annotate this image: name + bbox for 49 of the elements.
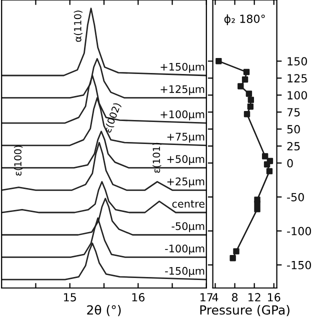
x-tick-label: 17	[200, 293, 213, 302]
y-tick-label: 150	[288, 57, 307, 66]
x-tick-label: 16	[268, 293, 280, 302]
series-label: centre	[172, 200, 204, 208]
y-tick-label: 100	[288, 91, 307, 100]
point	[216, 58, 222, 64]
series-label: +50µm	[167, 155, 204, 165]
y-tick-label: 50	[287, 125, 300, 134]
annotation: ε(002)	[104, 102, 122, 134]
series-label: +150µm	[160, 62, 204, 73]
annotation: ε(100)	[14, 146, 23, 176]
point	[238, 83, 244, 90]
series-label: +125µm	[160, 85, 204, 96]
x-tick-label: 8	[232, 293, 238, 302]
y-tick-label: -50	[287, 192, 304, 202]
point	[266, 168, 273, 174]
point	[247, 104, 254, 110]
point	[230, 255, 236, 262]
y-tick-label: -150	[287, 260, 311, 270]
series-label: +100µm	[160, 110, 204, 120]
y-tick-label: -100	[287, 226, 311, 236]
y-tick-label: 25	[287, 142, 300, 150]
point	[242, 76, 248, 83]
series-label: -50µm	[172, 222, 204, 232]
point	[244, 111, 250, 118]
point	[254, 200, 260, 207]
y-tick-label: 75	[287, 108, 300, 116]
x-axis-title: 2θ (°)	[87, 304, 121, 316]
point	[262, 153, 268, 160]
point	[264, 161, 270, 168]
x-tick-label: 12	[248, 293, 260, 302]
point	[248, 96, 254, 103]
series-label: -100µm	[165, 244, 204, 254]
x-axis-title: Pressure (GPa)	[200, 305, 290, 316]
series-label: +25µm	[167, 177, 204, 188]
x-tick-label: 15	[64, 293, 76, 302]
series-label: -150µm	[165, 266, 204, 277]
y-tick-label: 125	[288, 74, 307, 82]
series-label: +75µm	[167, 132, 204, 143]
x-tick-label: 4	[212, 293, 218, 302]
annotation: ε(101)	[152, 142, 162, 173]
point	[254, 206, 260, 212]
point	[246, 90, 252, 97]
annotation: α(110)	[74, 10, 82, 42]
annotation: ϕ₂ 180°	[224, 14, 265, 26]
y-tick-label: 0	[287, 158, 293, 168]
point	[233, 248, 240, 254]
x-tick-label: 16	[132, 293, 145, 302]
point	[243, 68, 250, 76]
